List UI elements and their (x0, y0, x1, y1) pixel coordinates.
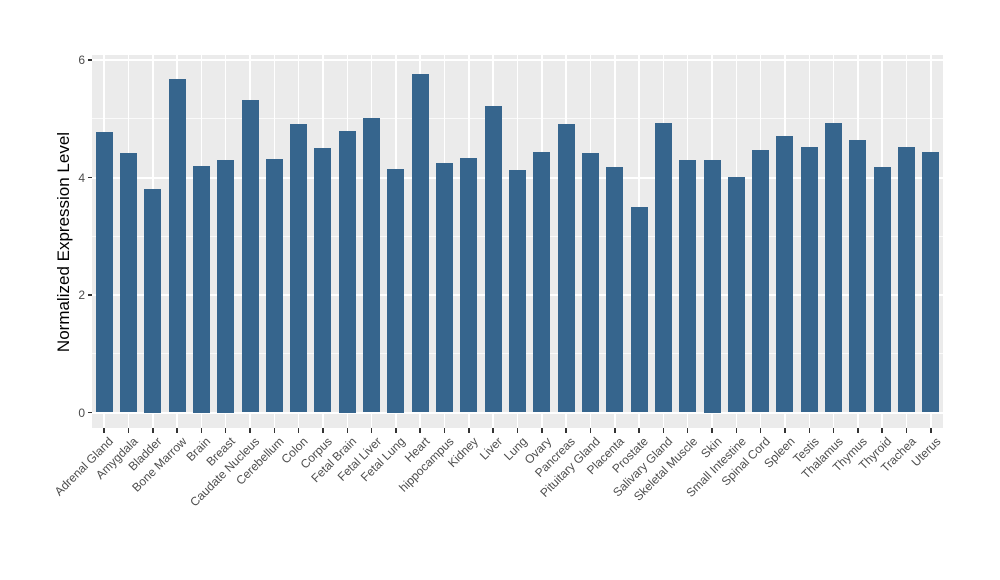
bar-placenta (606, 166, 624, 413)
bar-corpus (314, 147, 332, 413)
x-tick-mark (614, 428, 616, 433)
x-tick-mark (419, 428, 421, 433)
x-tick-mark (881, 428, 883, 433)
bar-spleen (776, 135, 794, 413)
x-tick-mark (322, 428, 324, 433)
x-tick-mark (589, 428, 592, 433)
bar-heart (411, 73, 429, 413)
bar-colon (290, 124, 308, 413)
bar-lung (509, 170, 526, 413)
bar-spinal-cord (752, 149, 770, 413)
x-tick-mark (224, 428, 227, 433)
bar-bladder (144, 189, 162, 413)
x-tick-mark (249, 428, 251, 433)
x-tick-mark (784, 428, 786, 433)
y-tick-mark (87, 176, 92, 179)
x-tick-mark (905, 428, 908, 433)
x-tick-mark (541, 428, 543, 433)
y-axis-title: Normalized Expression Level (54, 131, 73, 353)
x-tick-mark (565, 428, 567, 433)
bar-bone-marrow (168, 79, 186, 413)
x-tick-mark (516, 428, 519, 433)
x-tick-mark (152, 428, 154, 433)
x-tick-mark (370, 428, 373, 433)
x-tick-mark (808, 428, 811, 433)
x-tick-mark (297, 428, 300, 433)
x-tick-mark (346, 428, 349, 433)
bar-skeletal-muscle (679, 160, 697, 413)
x-tick-mark (832, 428, 835, 433)
bar-thyroid (873, 166, 891, 413)
bar-hippocampus (436, 163, 454, 413)
x-tick-mark (443, 428, 446, 433)
x-tick-mark (468, 428, 470, 433)
y-tick-mark (87, 59, 92, 61)
bar-adrenal-gland (95, 132, 113, 413)
bar-kidney (460, 157, 478, 413)
y-tick-label-4: 4 (78, 170, 85, 185)
x-tick-mark (395, 428, 397, 433)
bar-testis (800, 146, 818, 413)
bar-skin (703, 159, 721, 413)
bar-fetal-lung (387, 168, 405, 413)
x-tick-mark (662, 428, 665, 433)
bar-uterus (922, 151, 940, 413)
plot-panel (92, 55, 943, 428)
x-tick-mark (686, 428, 689, 433)
y-tick-mark (87, 294, 92, 296)
x-tick-mark (273, 428, 276, 433)
bar-trachea (898, 146, 916, 413)
y-tick-label-6: 6 (78, 53, 85, 67)
bar-brain (192, 165, 210, 413)
y-tick-label-0: 0 (78, 405, 85, 420)
x-tick-mark (711, 428, 713, 433)
x-tick-mark (735, 428, 738, 433)
bar-prostate (630, 207, 648, 413)
x-tick-mark (176, 428, 178, 433)
bar-pituitary-gland (581, 152, 599, 413)
y-tick-mark (87, 411, 92, 414)
bar-fetal-brain (338, 130, 356, 413)
bar-fetal-liver (363, 117, 381, 413)
x-tick-mark (857, 428, 859, 433)
bar-liver (484, 105, 502, 413)
x-tick-label-liver: Liver (477, 434, 506, 463)
bar-ovary (533, 151, 551, 413)
y-tick-label-2: 2 (78, 288, 85, 302)
x-tick-mark (638, 428, 640, 433)
bar-caudate-nucleus (241, 99, 259, 413)
bar-cerebellum (265, 159, 283, 413)
bar-breast (217, 159, 235, 413)
x-tick-mark (200, 428, 203, 433)
bar-pancreas (557, 124, 575, 413)
x-tick-mark (492, 428, 494, 433)
bar-salivary-gland (654, 122, 672, 413)
x-tick-mark (127, 428, 130, 433)
bar-thymus (849, 140, 867, 413)
bar-small-intestine (727, 176, 745, 413)
x-tick-mark (759, 428, 762, 433)
bar-amygdala (119, 152, 137, 413)
bar-thalamus (825, 123, 843, 413)
x-tick-mark (930, 428, 932, 433)
x-tick-mark (103, 428, 105, 433)
